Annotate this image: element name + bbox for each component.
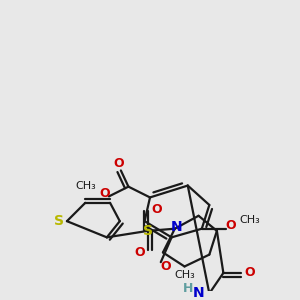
Text: CH₃: CH₃ bbox=[75, 181, 96, 190]
Text: N: N bbox=[171, 220, 183, 234]
Text: CH₃: CH₃ bbox=[239, 215, 260, 225]
Text: O: O bbox=[244, 266, 255, 279]
Text: O: O bbox=[99, 187, 110, 200]
Text: H: H bbox=[183, 282, 193, 295]
Text: S: S bbox=[143, 224, 153, 238]
Text: O: O bbox=[113, 158, 124, 170]
Text: O: O bbox=[134, 246, 145, 259]
Text: O: O bbox=[226, 219, 236, 232]
Text: S: S bbox=[54, 214, 64, 228]
Text: O: O bbox=[151, 203, 162, 216]
Text: O: O bbox=[161, 260, 172, 273]
Text: CH₃: CH₃ bbox=[174, 270, 195, 280]
Text: N: N bbox=[193, 286, 204, 300]
